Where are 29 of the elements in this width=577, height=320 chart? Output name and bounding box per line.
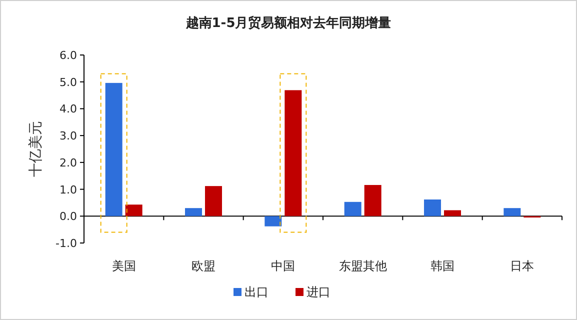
bar [185, 208, 202, 216]
y-tick-label: 0.0 [60, 210, 77, 224]
bar [444, 210, 461, 216]
bar [504, 208, 521, 216]
y-tick-label: 4.0 [60, 102, 77, 116]
y-tick-label: -1.0 [56, 237, 77, 250]
bar [284, 90, 302, 216]
x-tick-label: 韩国 [430, 259, 454, 273]
y-tick-label: 6.0 [60, 49, 77, 62]
bar [125, 204, 142, 216]
y-tick-label: 2.0 [60, 156, 77, 170]
y-tick-label: 1.0 [60, 183, 77, 196]
bar [424, 199, 441, 216]
chart-title: 越南1-5月贸易额相对去年同期增量 [184, 15, 392, 31]
x-tick-label: 东盟其他 [338, 259, 387, 273]
x-tick-label: 美国 [112, 259, 136, 273]
bar [264, 216, 282, 226]
legend-label: 出口 [244, 285, 268, 299]
y-tick-label: 5.0 [60, 76, 77, 89]
bar [105, 82, 122, 216]
bar [344, 202, 362, 216]
bar [205, 186, 222, 216]
y-axis-title: 十亿美元 [28, 121, 44, 177]
bar [364, 184, 382, 216]
x-tick-label: 欧盟 [192, 259, 216, 273]
y-tick-label: 3.0 [60, 130, 77, 143]
x-tick-label: 日本 [510, 259, 534, 273]
legend-label: 进口 [306, 285, 330, 299]
x-tick-label: 中国 [271, 259, 296, 273]
